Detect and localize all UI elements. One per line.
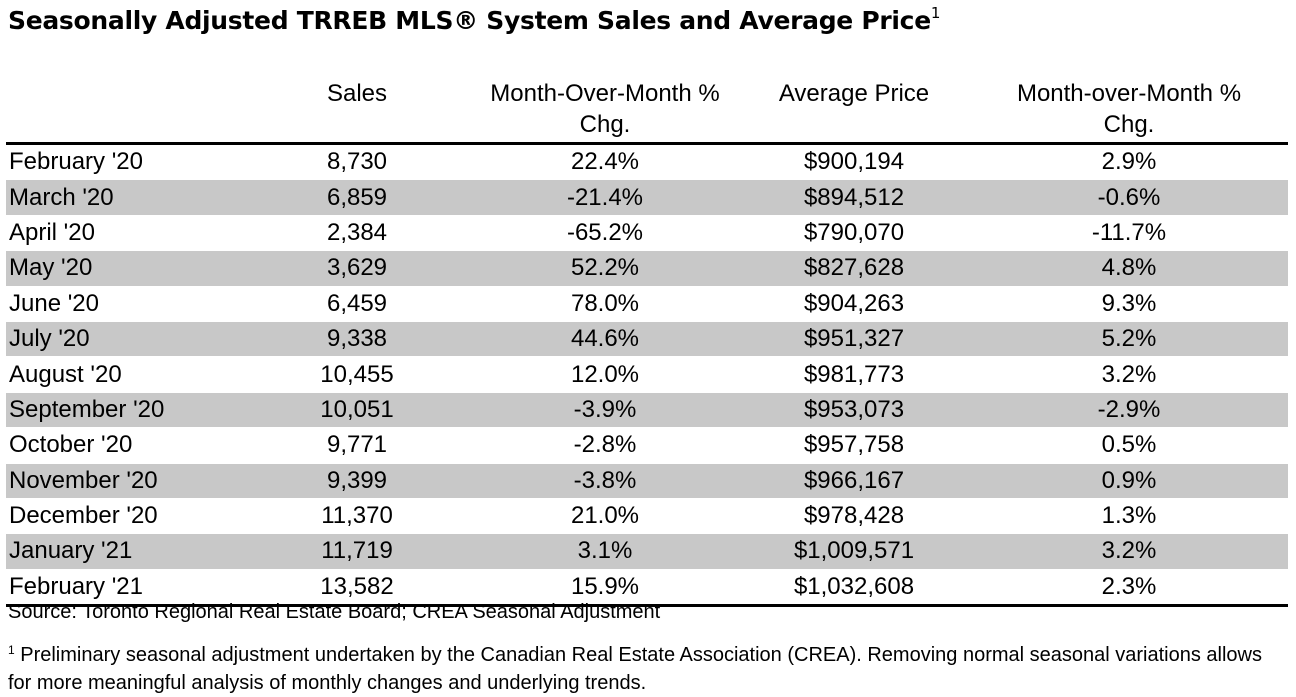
cell-price-chg: -0.6%: [970, 179, 1288, 216]
cell-sales: 2,384: [242, 214, 472, 251]
cell-month: December '20: [6, 497, 242, 534]
table-row: December '20 11,370 21.0% $978,428 1.3%: [6, 497, 1288, 534]
cell-price-chg: 5.2%: [970, 320, 1288, 357]
header-month: [6, 78, 242, 145]
cell-avg-price: $978,428: [738, 497, 970, 534]
cell-avg-price: $904,263: [738, 285, 970, 322]
cell-month: February '20: [6, 142, 242, 180]
table-row: March '20 6,859 -21.4% $894,512 -0.6%: [6, 179, 1288, 216]
sales-price-table: Sales Month-Over-Month % Chg. Average Pri…: [6, 78, 1288, 608]
cell-sales-chg: -65.2%: [472, 214, 738, 251]
cell-month: June '20: [6, 285, 242, 322]
header-price-mom: Month-over-Month % Chg.: [970, 78, 1288, 145]
cell-month: February '21: [6, 568, 242, 608]
cell-sales-chg: -2.8%: [472, 427, 738, 464]
cell-sales-chg: -21.4%: [472, 179, 738, 216]
cell-avg-price: $957,758: [738, 427, 970, 464]
cell-price-chg: -11.7%: [970, 214, 1288, 251]
cell-avg-price: $951,327: [738, 320, 970, 357]
header-sales-mom: Month-Over-Month % Chg.: [472, 78, 738, 145]
header-sales-mom-line1: Month-Over-Month %: [490, 80, 720, 107]
header-price-mom-line2: Chg.: [1103, 111, 1155, 138]
cell-avg-price: $953,073: [738, 391, 970, 428]
table-row: February '20 8,730 22.4% $900,194 2.9%: [6, 142, 1288, 180]
cell-avg-price: $1,032,608: [738, 568, 970, 608]
title-text: Seasonally Adjusted TRREB MLS® System Sa…: [8, 6, 931, 35]
table-row: May '20 3,629 52.2% $827,628 4.8%: [6, 250, 1288, 287]
cell-sales: 11,719: [242, 533, 472, 570]
source-note: Source: Toronto Regional Real Estate Boa…: [8, 601, 661, 623]
cell-sales-chg: 21.0%: [472, 497, 738, 534]
header-sales: Sales: [242, 78, 472, 145]
cell-sales: 8,730: [242, 142, 472, 180]
cell-sales: 3,629: [242, 250, 472, 287]
cell-avg-price: $827,628: [738, 250, 970, 287]
cell-sales: 9,771: [242, 427, 472, 464]
cell-sales-chg: -3.9%: [472, 391, 738, 428]
cell-price-chg: 2.9%: [970, 142, 1288, 180]
table-row: July '20 9,338 44.6% $951,327 5.2%: [6, 320, 1288, 357]
table-row: September '20 10,051 -3.9% $953,073 -2.9%: [6, 391, 1288, 428]
cell-month: January '21: [6, 533, 242, 570]
cell-sales: 9,399: [242, 462, 472, 499]
table-row: June '20 6,459 78.0% $904,263 9.3%: [6, 285, 1288, 322]
header-sales-label: Sales: [326, 80, 388, 107]
footnote: 1 Preliminary seasonal adjustment undert…: [8, 636, 1278, 697]
cell-month: May '20: [6, 250, 242, 287]
cell-month: October '20: [6, 427, 242, 464]
table-row: November '20 9,399 -3.8% $966,167 0.9%: [6, 462, 1288, 499]
footnote-text: Preliminary seasonal adjustment undertak…: [8, 644, 1262, 694]
cell-price-chg: 3.2%: [970, 356, 1288, 393]
header-avg-price: Average Price: [738, 78, 970, 145]
table-row: January '21 11,719 3.1% $1,009,571 3.2%: [6, 533, 1288, 570]
cell-sales-chg: 44.6%: [472, 320, 738, 357]
cell-price-chg: 0.9%: [970, 462, 1288, 499]
header-price-mom-line1: Month-over-Month %: [1016, 80, 1242, 107]
footnote-marker: 1: [8, 643, 15, 657]
cell-month: July '20: [6, 320, 242, 357]
cell-price-chg: -2.9%: [970, 391, 1288, 428]
table-row: February '21 13,582 15.9% $1,032,608 2.3%: [6, 568, 1288, 608]
cell-price-chg: 4.8%: [970, 250, 1288, 287]
cell-month: August '20: [6, 356, 242, 393]
cell-price-chg: 2.3%: [970, 568, 1288, 608]
cell-sales: 11,370: [242, 497, 472, 534]
cell-avg-price: $981,773: [738, 356, 970, 393]
cell-month: November '20: [6, 462, 242, 499]
cell-sales-chg: 78.0%: [472, 285, 738, 322]
table-row: April '20 2,384 -65.2% $790,070 -11.7%: [6, 214, 1288, 251]
header-avg-price-label: Average Price: [778, 80, 930, 107]
table-row: October '20 9,771 -2.8% $957,758 0.5%: [6, 427, 1288, 464]
cell-avg-price: $900,194: [738, 142, 970, 180]
cell-sales-chg: 22.4%: [472, 142, 738, 180]
table-body: February '20 8,730 22.4% $900,194 2.9% March …: [6, 142, 1288, 608]
cell-price-chg: 1.3%: [970, 497, 1288, 534]
cell-sales: 10,455: [242, 356, 472, 393]
cell-month: September '20: [6, 391, 242, 428]
cell-price-chg: 9.3%: [970, 285, 1288, 322]
cell-avg-price: $1,009,571: [738, 533, 970, 570]
cell-sales: 6,459: [242, 285, 472, 322]
cell-sales: 13,582: [242, 568, 472, 608]
cell-sales-chg: 52.2%: [472, 250, 738, 287]
cell-sales: 10,051: [242, 391, 472, 428]
table-header-row: Sales Month-Over-Month % Chg. Average Pri…: [6, 78, 1288, 145]
page-title: Seasonally Adjusted TRREB MLS® System Sa…: [8, 4, 940, 35]
cell-avg-price: $790,070: [738, 214, 970, 251]
cell-sales: 6,859: [242, 179, 472, 216]
cell-month: March '20: [6, 179, 242, 216]
table-row: August '20 10,455 12.0% $981,773 3.2%: [6, 356, 1288, 393]
header-sales-mom-line2: Chg.: [579, 111, 631, 138]
cell-sales-chg: -3.8%: [472, 462, 738, 499]
cell-sales-chg: 15.9%: [472, 568, 738, 608]
cell-avg-price: $966,167: [738, 462, 970, 499]
cell-sales-chg: 3.1%: [472, 533, 738, 570]
cell-price-chg: 3.2%: [970, 533, 1288, 570]
cell-month: April '20: [6, 214, 242, 251]
cell-sales: 9,338: [242, 320, 472, 357]
title-footnote-marker: 1: [930, 4, 941, 22]
cell-avg-price: $894,512: [738, 179, 970, 216]
cell-sales-chg: 12.0%: [472, 356, 738, 393]
cell-price-chg: 0.5%: [970, 427, 1288, 464]
